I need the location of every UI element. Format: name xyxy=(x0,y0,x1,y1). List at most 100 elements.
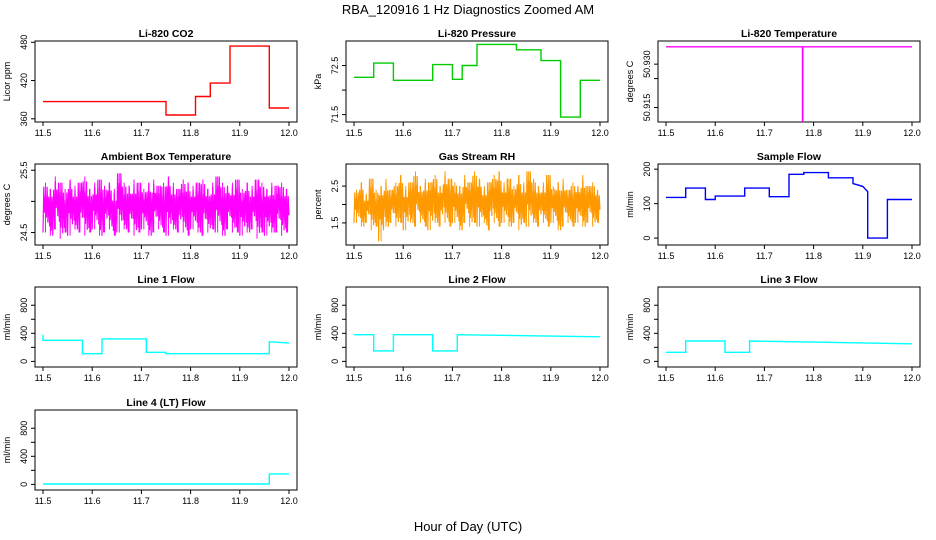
chart-panel: Li-820 Pressure kPa 11.5 11.6 11.7 11.8 11.9 12… xyxy=(313,28,609,138)
chart-panel: Ambient Box Temperature degrees C 11.5 11.6… xyxy=(2,151,298,261)
y-tick-label: 50.930 xyxy=(642,50,652,78)
series-group xyxy=(354,333,601,352)
series-line xyxy=(42,173,290,236)
y-axis-label: ml/min xyxy=(625,314,635,341)
y-tick-label: 2.5 xyxy=(330,180,340,193)
x-tick-label: 12.0 xyxy=(903,128,921,138)
chart-panel: Line 1 Flow ml/min 11.5 11.6 11.7 11.8 11.9 12.… xyxy=(2,274,298,383)
x-tick-label: 11.8 xyxy=(493,251,510,261)
y-tick-label: 480 xyxy=(19,35,29,50)
y-tick-label: 800 xyxy=(642,298,652,313)
x-tick-label: 12.0 xyxy=(280,496,298,506)
y-tick-label: 0 xyxy=(642,359,652,364)
x-tick-label: 11.7 xyxy=(133,251,150,261)
plot-frame xyxy=(34,163,298,246)
y-axis-label: degrees C xyxy=(625,60,635,102)
y-tick-label: 100 xyxy=(642,196,652,211)
x-tick-label: 11.8 xyxy=(805,128,822,138)
y-axis-label: ml/min xyxy=(313,314,323,341)
series-group xyxy=(666,340,913,353)
series-group xyxy=(353,171,601,242)
plot-frame xyxy=(657,163,921,246)
panel-title: Line 3 Flow xyxy=(760,274,818,286)
x-axis-title: Hour of Day (UTC) xyxy=(414,519,522,534)
chart-panel: Line 2 Flow ml/min 11.5 11.6 11.7 11.8 11.9 12.… xyxy=(313,274,609,383)
x-tick-label: 11.7 xyxy=(756,373,773,383)
series-group xyxy=(666,171,912,239)
x-tick-label: 11.7 xyxy=(133,373,150,383)
x-tick-label: 11.5 xyxy=(346,373,363,383)
y-tick-label: 25.5 xyxy=(19,161,29,179)
x-tick-label: 11.9 xyxy=(542,128,559,138)
y-tick-label: 800 xyxy=(19,298,29,313)
panel-title: Line 4 (LT) Flow xyxy=(126,397,206,409)
x-tick-label: 11.8 xyxy=(182,496,199,506)
series-line xyxy=(353,171,601,242)
series-line xyxy=(43,473,289,485)
plot-frame xyxy=(34,286,298,368)
series-line xyxy=(42,334,290,355)
x-tick-label: 11.7 xyxy=(133,128,150,138)
y-tick-label: 800 xyxy=(330,298,340,313)
chart-panel: Li-820 Temperature degrees C 11.5 11.6 11.7 1… xyxy=(625,28,921,138)
x-tick-label: 11.7 xyxy=(444,373,461,383)
series-group xyxy=(666,46,912,122)
series-line xyxy=(666,46,912,122)
x-tick-label: 11.8 xyxy=(805,373,822,383)
x-tick-label: 11.9 xyxy=(542,251,559,261)
y-axis-label: ml/min xyxy=(625,191,635,218)
chart-panel: Li-820 CO2 Licor ppm 11.5 11.6 11.7 11.8 11.9 1… xyxy=(2,28,298,138)
x-tick-label: 11.6 xyxy=(84,496,101,506)
x-tick-label: 11.9 xyxy=(231,373,248,383)
x-tick-label: 11.9 xyxy=(231,251,248,261)
y-tick-label: 400 xyxy=(330,326,340,341)
y-tick-label: 0 xyxy=(642,236,652,241)
x-tick-label: 11.8 xyxy=(182,128,199,138)
x-tick-label: 11.9 xyxy=(854,251,871,261)
x-tick-label: 11.9 xyxy=(854,128,871,138)
series-group xyxy=(42,173,290,239)
x-tick-label: 11.9 xyxy=(854,373,871,383)
x-tick-label: 12.0 xyxy=(280,128,298,138)
series-group xyxy=(42,334,290,355)
y-tick-label: 800 xyxy=(19,421,29,436)
x-tick-label: 11.8 xyxy=(493,373,510,383)
series-line xyxy=(666,171,912,239)
x-tick-label: 11.5 xyxy=(658,251,675,261)
x-tick-label: 11.9 xyxy=(231,128,248,138)
y-tick-label: 50.915 xyxy=(642,94,652,122)
x-tick-label: 11.5 xyxy=(346,251,363,261)
x-tick-label: 12.0 xyxy=(903,251,921,261)
x-tick-label: 11.6 xyxy=(84,128,101,138)
x-tick-label: 11.6 xyxy=(707,128,724,138)
x-tick-label: 12.0 xyxy=(591,373,609,383)
x-tick-label: 11.7 xyxy=(133,496,150,506)
chart-panel: Line 4 (LT) Flow ml/min 11.5 11.6 11.7 11.8 11… xyxy=(2,397,298,506)
y-tick-label: 0 xyxy=(19,482,29,487)
y-tick-label: 420 xyxy=(19,73,29,88)
x-tick-label: 12.0 xyxy=(280,251,298,261)
panel-title: Li-820 Temperature xyxy=(741,28,837,40)
y-tick-label: 400 xyxy=(19,326,29,341)
x-tick-label: 12.0 xyxy=(591,251,609,261)
y-axis-label: percent xyxy=(313,189,323,220)
x-tick-label: 11.5 xyxy=(346,128,363,138)
y-tick-label: 360 xyxy=(19,111,29,126)
y-tick-label: 1.5 xyxy=(330,217,340,230)
x-tick-label: 11.7 xyxy=(444,128,461,138)
x-tick-label: 11.5 xyxy=(658,128,675,138)
series-group xyxy=(43,45,289,116)
chart-panel: Sample Flow ml/min 11.5 11.6 11.7 11.8 11.9 12.… xyxy=(625,151,921,261)
x-tick-label: 11.6 xyxy=(395,128,412,138)
y-tick-label: 71.5 xyxy=(330,106,340,124)
x-tick-label: 11.6 xyxy=(84,373,101,383)
plot-frame xyxy=(657,40,921,123)
y-tick-label: 24.5 xyxy=(19,224,29,242)
series-line xyxy=(666,340,913,353)
plot-frame xyxy=(657,286,921,368)
y-tick-label: 400 xyxy=(19,449,29,464)
x-tick-label: 12.0 xyxy=(280,373,298,383)
panel-title: Line 1 Flow xyxy=(137,274,195,286)
x-tick-label: 11.5 xyxy=(35,251,52,261)
x-tick-label: 11.5 xyxy=(35,373,52,383)
